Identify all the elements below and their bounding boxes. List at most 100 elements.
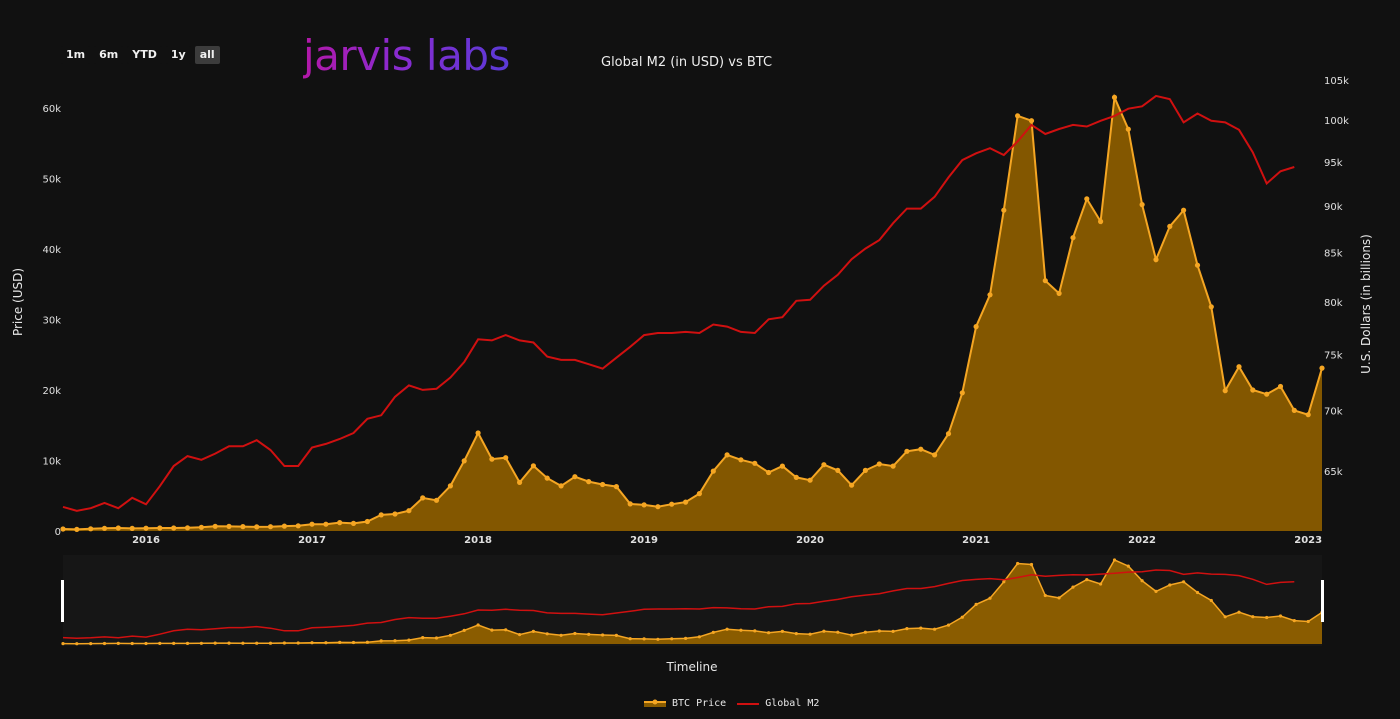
btc-price-point[interactable] bbox=[738, 457, 744, 463]
btc-price-point[interactable] bbox=[1277, 383, 1284, 390]
btc-price-point[interactable] bbox=[212, 523, 218, 529]
btc-price-point[interactable] bbox=[849, 482, 855, 488]
btc-price-point[interactable] bbox=[143, 525, 149, 531]
btc-price-point[interactable] bbox=[1001, 207, 1007, 213]
btc-price-point[interactable] bbox=[503, 455, 509, 461]
btc-price-point[interactable] bbox=[254, 524, 260, 530]
btc-price-point[interactable] bbox=[669, 501, 675, 507]
btc-price-point[interactable] bbox=[198, 524, 204, 530]
btc-price-point[interactable] bbox=[1015, 113, 1021, 119]
btc-price-point[interactable] bbox=[392, 511, 398, 517]
btc-price-point[interactable] bbox=[1125, 126, 1131, 132]
btc-price-point[interactable] bbox=[530, 463, 537, 469]
btc-price-point[interactable] bbox=[766, 469, 772, 476]
btc-price-point[interactable] bbox=[323, 521, 329, 527]
btc-price-point[interactable] bbox=[862, 467, 869, 473]
range-button-all[interactable]: all bbox=[194, 46, 220, 64]
btc-price-point[interactable] bbox=[821, 462, 827, 468]
btc-price-point[interactable] bbox=[918, 446, 924, 452]
btc-price-point[interactable] bbox=[987, 292, 993, 298]
btc-price-point[interactable] bbox=[60, 526, 66, 532]
btc-price-point[interactable] bbox=[1111, 94, 1118, 100]
btc-price-point[interactable] bbox=[461, 458, 467, 464]
btc-price-point[interactable] bbox=[807, 477, 813, 483]
range-button-6m[interactable]: 6m bbox=[94, 46, 124, 64]
btc-price-point[interactable] bbox=[378, 512, 384, 518]
btc-price-point[interactable] bbox=[558, 483, 564, 489]
btc-price-point[interactable] bbox=[309, 521, 315, 527]
btc-price-point[interactable] bbox=[710, 468, 716, 474]
range-button-1m[interactable]: 1m bbox=[61, 46, 91, 64]
range-button-1y[interactable]: 1y bbox=[165, 46, 191, 64]
btc-price-point[interactable] bbox=[1236, 364, 1242, 370]
btc-price-point[interactable] bbox=[1056, 290, 1062, 296]
btc-price-point[interactable] bbox=[171, 525, 177, 531]
btc-price-point[interactable] bbox=[433, 497, 440, 503]
legend-item-btc-price[interactable]: BTC Price bbox=[643, 698, 726, 709]
btc-price-point[interactable] bbox=[240, 524, 246, 530]
btc-price-point[interactable] bbox=[779, 463, 786, 469]
btc-price-point[interactable] bbox=[74, 526, 80, 533]
btc-price-point[interactable] bbox=[129, 525, 135, 532]
btc-price-point[interactable] bbox=[517, 479, 523, 485]
btc-price-point[interactable] bbox=[1222, 388, 1228, 394]
btc-price-point[interactable] bbox=[1098, 218, 1104, 225]
btc-price-point[interactable] bbox=[1181, 207, 1187, 213]
range-button-ytd[interactable]: YTD bbox=[127, 46, 162, 64]
btc-price-point[interactable] bbox=[101, 525, 108, 531]
legend-item-global-m2[interactable]: Global M2 bbox=[736, 698, 819, 709]
btc-price-point[interactable] bbox=[641, 502, 647, 508]
btc-price-point[interactable] bbox=[1153, 257, 1159, 263]
btc-price-point[interactable] bbox=[696, 491, 703, 497]
btc-price-point[interactable] bbox=[752, 460, 758, 466]
btc-price-point[interactable] bbox=[184, 525, 191, 531]
btc-price-point[interactable] bbox=[1264, 391, 1270, 397]
btc-price-point[interactable] bbox=[1084, 196, 1090, 202]
btc-price-point[interactable] bbox=[627, 501, 633, 507]
btc-price-point[interactable] bbox=[1042, 278, 1048, 284]
btc-price-point[interactable] bbox=[420, 495, 426, 501]
range-slider-handle-left[interactable] bbox=[61, 580, 64, 622]
btc-price-point[interactable] bbox=[281, 523, 287, 529]
btc-price-point[interactable] bbox=[1070, 235, 1076, 241]
btc-price-point[interactable] bbox=[683, 499, 689, 505]
btc-price-point[interactable] bbox=[586, 479, 592, 485]
btc-price-point[interactable] bbox=[1208, 304, 1214, 310]
btc-price-point[interactable] bbox=[613, 484, 620, 490]
btc-price-point[interactable] bbox=[876, 461, 882, 467]
btc-price-point[interactable] bbox=[959, 390, 965, 396]
btc-price-point[interactable] bbox=[295, 523, 301, 529]
btc-price-point[interactable] bbox=[115, 525, 121, 531]
btc-price-point[interactable] bbox=[267, 524, 274, 530]
btc-price-point[interactable] bbox=[544, 475, 550, 481]
btc-price-point[interactable] bbox=[88, 526, 94, 532]
range-slider-handle-right[interactable] bbox=[1321, 580, 1324, 622]
btc-price-point[interactable] bbox=[945, 431, 952, 437]
btc-price-point[interactable] bbox=[1028, 118, 1035, 124]
btc-price-point[interactable] bbox=[226, 523, 232, 530]
btc-price-point[interactable] bbox=[835, 467, 841, 473]
btc-price-point[interactable] bbox=[337, 520, 343, 526]
btc-price-point[interactable] bbox=[724, 452, 730, 458]
btc-price-point[interactable] bbox=[447, 483, 453, 489]
btc-price-point[interactable] bbox=[364, 518, 370, 525]
btc-price-point[interactable] bbox=[157, 525, 163, 531]
btc-price-point[interactable] bbox=[1305, 412, 1311, 418]
btc-price-point[interactable] bbox=[1291, 407, 1297, 413]
btc-price-point[interactable] bbox=[489, 456, 495, 462]
btc-price-point[interactable] bbox=[904, 448, 910, 454]
btc-price-point[interactable] bbox=[1167, 223, 1173, 229]
btc-price-point[interactable] bbox=[1250, 387, 1256, 393]
btc-price-point[interactable] bbox=[655, 504, 661, 510]
btc-price-point[interactable] bbox=[890, 463, 896, 469]
btc-price-point[interactable] bbox=[1319, 365, 1325, 371]
btc-price-point[interactable] bbox=[406, 508, 412, 514]
btc-price-point[interactable] bbox=[475, 430, 481, 436]
btc-price-point[interactable] bbox=[932, 452, 938, 458]
btc-price-point[interactable] bbox=[572, 474, 578, 480]
btc-price-point[interactable] bbox=[1139, 202, 1145, 208]
btc-price-point[interactable] bbox=[973, 324, 979, 330]
btc-price-point[interactable] bbox=[600, 481, 606, 488]
btc-price-point[interactable] bbox=[1194, 262, 1201, 268]
